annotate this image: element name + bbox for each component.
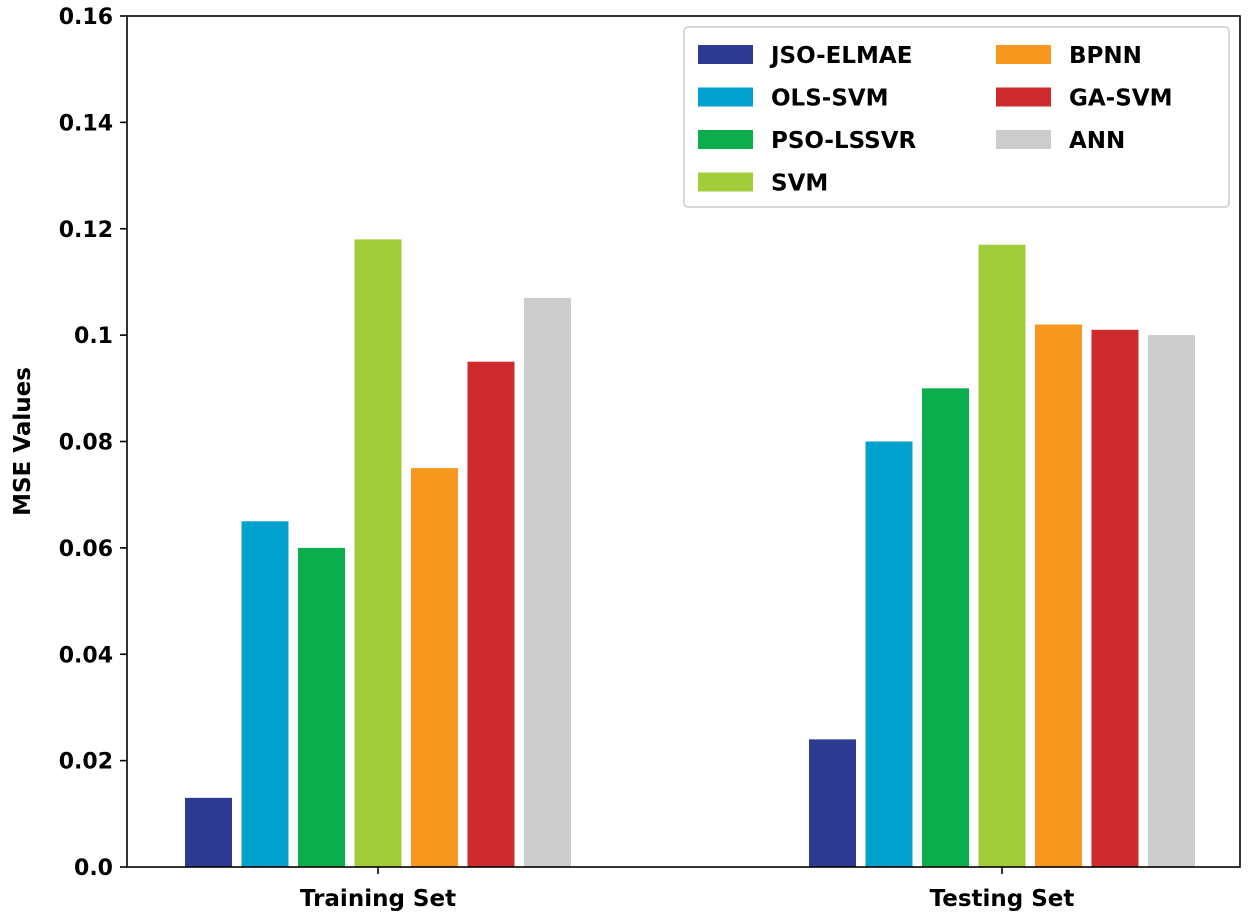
y-axis-title: MSE Values: [10, 367, 36, 516]
bar-pso-lssvr-testing-set: [922, 388, 969, 867]
legend-box: [683, 26, 1230, 208]
y-tick-label: 0.1: [74, 324, 113, 349]
bar-ols-svm-training-set: [241, 521, 289, 867]
legend-swatch-ann: [996, 130, 1051, 149]
legend-label-pso-lssvr: PSO-LSSVR: [771, 128, 916, 154]
legend-swatch-jso-elmae: [698, 45, 753, 64]
y-tick-label: 0.04: [59, 643, 113, 668]
y-tick-label: 0.14: [59, 111, 113, 136]
x-tick-label: Testing Set: [930, 886, 1075, 912]
legend-label-svm: SVM: [771, 171, 828, 197]
bar-bpnn-training-set: [411, 468, 458, 867]
bar-pso-lssvr-training-set: [298, 547, 345, 867]
legend-swatch-ols-svm: [698, 87, 753, 107]
legend-swatch-bpnn: [996, 45, 1051, 64]
bar-ann-training-set: [524, 297, 571, 867]
bar-jso-elmae-testing-set: [809, 739, 856, 867]
y-tick-label: 0.08: [59, 431, 113, 456]
legend-label-ols-svm: OLS-SVM: [771, 86, 889, 112]
legend-label-jso-elmae: JSO-ELMAE: [769, 43, 912, 69]
y-tick-label: 0.12: [59, 218, 113, 243]
legend-swatch-pso-lssvr: [698, 130, 753, 149]
legend-label-ga-svm: GA-SVM: [1069, 86, 1172, 112]
y-tick-label: 0.16: [59, 5, 113, 30]
y-tick-label: 0.06: [59, 537, 113, 562]
legend-label-bpnn: BPNN: [1069, 43, 1142, 69]
x-tick-label: Training Set: [300, 886, 456, 912]
legend-swatch-svm: [698, 172, 753, 192]
y-tick-label: 0.0: [74, 856, 113, 881]
bar-bpnn-testing-set: [1035, 324, 1082, 867]
legend-label-ann: ANN: [1069, 128, 1125, 154]
y-tick-label: 0.02: [59, 750, 113, 775]
bar-svm-testing-set: [978, 244, 1026, 868]
bar-ga-svm-testing-set: [1091, 329, 1139, 867]
bar-ga-svm-training-set: [467, 361, 515, 867]
bar-ols-svm-testing-set: [865, 441, 913, 867]
bar-ann-testing-set: [1148, 335, 1195, 867]
legend-swatch-ga-svm: [996, 87, 1051, 107]
bar-jso-elmae-training-set: [185, 797, 232, 867]
bar-svm-training-set: [354, 239, 402, 867]
